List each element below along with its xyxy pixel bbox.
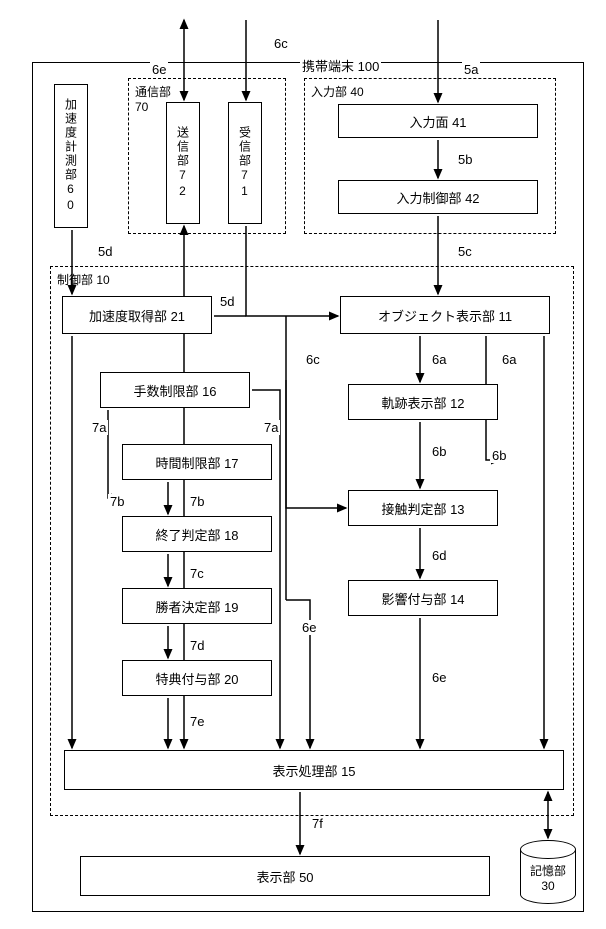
- box-contact: 接触判定部 13: [348, 490, 498, 526]
- box-label-dispproc: 表示処理部 15: [272, 761, 355, 780]
- edge-label-e6c_top: 6c: [272, 36, 290, 51]
- box-timelim: 時間制限部 17: [122, 444, 272, 480]
- box-effect: 影響付与部 14: [348, 580, 498, 616]
- edge-label-e5b: 5b: [456, 152, 474, 167]
- edge-label-e7a_l: 7a: [90, 420, 108, 435]
- storage-label: 記憶部30: [520, 862, 576, 893]
- box-label-timelim: 時間制限部 17: [155, 453, 238, 472]
- box-label-insurf: 入力面 41: [409, 112, 466, 131]
- edge-label-e7c: 7c: [188, 566, 206, 581]
- box-label-movelim: 手数制限部 16: [133, 381, 216, 400]
- edge-label-e5d_l: 5d: [96, 244, 114, 259]
- group-comm: 通信部 70: [128, 78, 286, 234]
- box-bonus: 特典付与部 20: [122, 660, 272, 696]
- box-objdisp: オブジェクト表示部 11: [340, 296, 550, 334]
- edge-label-e6e_top: 6e: [150, 62, 168, 77]
- box-label-endjudge: 終了判定部 18: [155, 525, 238, 544]
- edge-label-e7d: 7d: [188, 638, 206, 653]
- box-label-trackdisp: 軌跡表示部 12: [381, 393, 464, 412]
- edge-label-e6d: 6d: [430, 548, 448, 563]
- box-disp: 表示部 50: [80, 856, 490, 896]
- edge-label-e7b_r: 7b: [188, 494, 206, 509]
- edge-label-e7b_l: 7b: [108, 494, 126, 509]
- outer-label: 携帯端末 100: [300, 56, 381, 75]
- group-label-input: 入力部 40: [311, 83, 364, 100]
- edge-label-e5a: 5a: [462, 62, 480, 77]
- edge-label-e7e: 7e: [188, 714, 206, 729]
- box-label-accel: 加速度計測部60: [63, 98, 80, 214]
- box-recv: 受信部71: [228, 102, 262, 224]
- box-label-accelget: 加速度取得部 21: [89, 306, 185, 325]
- box-label-recv: 受信部71: [237, 126, 254, 200]
- box-label-objdisp: オブジェクト表示部 11: [378, 306, 512, 325]
- group-label-ctrl: 制御部 10: [57, 271, 110, 288]
- edge-label-e6b: 6b: [430, 444, 448, 459]
- edge-label-e6a_r: 6a: [500, 352, 518, 367]
- edge-label-e7a_r: 7a: [262, 420, 280, 435]
- box-accelget: 加速度取得部 21: [62, 296, 212, 334]
- edge-label-e6e_b: 6e: [430, 670, 448, 685]
- storage-cylinder: 記憶部30: [520, 840, 576, 904]
- box-label-disp: 表示部 50: [256, 867, 313, 886]
- box-trackdisp: 軌跡表示部 12: [348, 384, 498, 420]
- box-accel: 加速度計測部60: [54, 84, 88, 228]
- edge-label-e6e_m: 6e: [300, 620, 318, 635]
- edge-label-e5c: 5c: [456, 244, 474, 259]
- box-insurf: 入力面 41: [338, 104, 538, 138]
- box-dispproc: 表示処理部 15: [64, 750, 564, 790]
- box-label-contact: 接触判定部 13: [381, 499, 464, 518]
- box-label-send: 送信部72: [175, 126, 192, 200]
- box-label-effect: 影響付与部 14: [381, 589, 464, 608]
- box-label-winner: 勝者決定部 19: [155, 597, 238, 616]
- box-label-inctrl: 入力制御部 42: [396, 188, 479, 207]
- edge-label-e6b_r: 6b: [490, 448, 508, 463]
- edge-label-e7f: 7f: [310, 816, 325, 831]
- box-winner: 勝者決定部 19: [122, 588, 272, 624]
- edge-label-e6a: 6a: [430, 352, 448, 367]
- edge-label-e6c_m: 6c: [304, 352, 322, 367]
- box-inctrl: 入力制御部 42: [338, 180, 538, 214]
- box-label-bonus: 特典付与部 20: [155, 669, 238, 688]
- box-movelim: 手数制限部 16: [100, 372, 250, 408]
- box-send: 送信部72: [166, 102, 200, 224]
- edge-label-e5d_r: 5d: [218, 294, 236, 309]
- box-endjudge: 終了判定部 18: [122, 516, 272, 552]
